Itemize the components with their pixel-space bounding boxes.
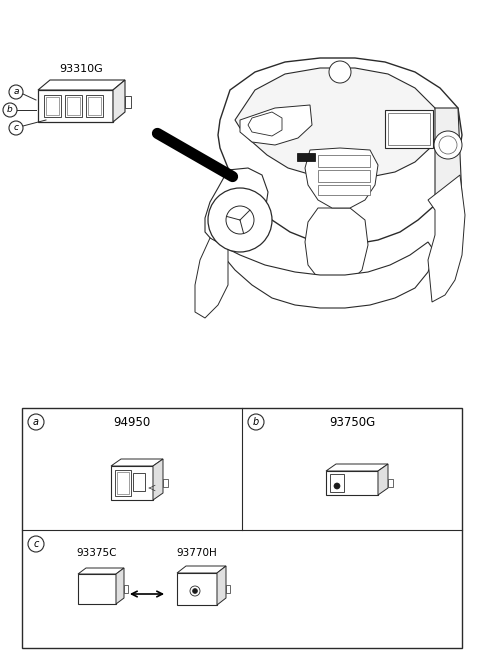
Polygon shape — [218, 58, 462, 244]
Polygon shape — [153, 459, 163, 500]
Polygon shape — [177, 573, 217, 605]
Polygon shape — [240, 105, 312, 145]
Text: 93375C: 93375C — [77, 548, 117, 558]
Bar — [318, 155, 370, 167]
Polygon shape — [435, 108, 462, 240]
Circle shape — [190, 586, 200, 596]
Bar — [163, 479, 168, 487]
Polygon shape — [305, 148, 378, 208]
Bar — [297, 153, 315, 161]
Bar — [44, 95, 61, 117]
Polygon shape — [78, 574, 116, 604]
Bar — [86, 95, 103, 117]
Circle shape — [208, 188, 272, 252]
Polygon shape — [111, 459, 163, 466]
Text: a: a — [13, 88, 19, 96]
Text: a: a — [33, 417, 39, 427]
Circle shape — [439, 136, 457, 154]
Polygon shape — [217, 566, 226, 605]
Circle shape — [192, 588, 197, 593]
Bar — [133, 473, 145, 491]
Bar — [46, 97, 59, 115]
Circle shape — [28, 536, 44, 552]
Polygon shape — [78, 568, 124, 574]
Bar — [330, 474, 344, 492]
Circle shape — [334, 483, 340, 489]
Bar — [388, 479, 393, 487]
Bar — [226, 585, 230, 593]
Text: c: c — [33, 539, 39, 549]
Bar — [318, 170, 370, 182]
Text: 93750G: 93750G — [329, 415, 375, 428]
Bar — [115, 470, 131, 496]
Circle shape — [226, 206, 254, 234]
Bar — [388, 113, 430, 145]
Circle shape — [248, 414, 264, 430]
Text: 94950: 94950 — [113, 415, 151, 428]
Bar — [22, 408, 462, 648]
Circle shape — [9, 85, 23, 99]
Circle shape — [28, 414, 44, 430]
Polygon shape — [116, 568, 124, 604]
Bar — [318, 185, 370, 195]
Text: b: b — [253, 417, 259, 427]
Circle shape — [329, 61, 351, 83]
Polygon shape — [113, 80, 125, 122]
Text: 93310G: 93310G — [60, 64, 103, 74]
Polygon shape — [305, 208, 368, 285]
Polygon shape — [205, 168, 268, 242]
Bar — [125, 96, 131, 108]
Polygon shape — [195, 238, 228, 318]
Polygon shape — [38, 80, 125, 90]
Polygon shape — [177, 566, 226, 573]
Bar — [67, 97, 80, 115]
Circle shape — [3, 103, 17, 117]
Text: b: b — [7, 105, 13, 115]
Circle shape — [9, 121, 23, 135]
Polygon shape — [326, 464, 388, 471]
Circle shape — [434, 131, 462, 159]
Polygon shape — [111, 466, 153, 500]
Text: c: c — [13, 124, 19, 132]
Bar — [65, 95, 82, 117]
Bar — [88, 97, 101, 115]
Polygon shape — [235, 68, 440, 178]
Polygon shape — [378, 464, 388, 495]
Polygon shape — [428, 175, 465, 302]
Polygon shape — [248, 112, 282, 136]
Bar — [124, 585, 128, 593]
Bar — [117, 472, 129, 494]
Polygon shape — [326, 471, 378, 495]
Bar — [385, 110, 433, 148]
Polygon shape — [38, 90, 113, 122]
Text: 93770H: 93770H — [177, 548, 217, 558]
Polygon shape — [220, 242, 435, 308]
